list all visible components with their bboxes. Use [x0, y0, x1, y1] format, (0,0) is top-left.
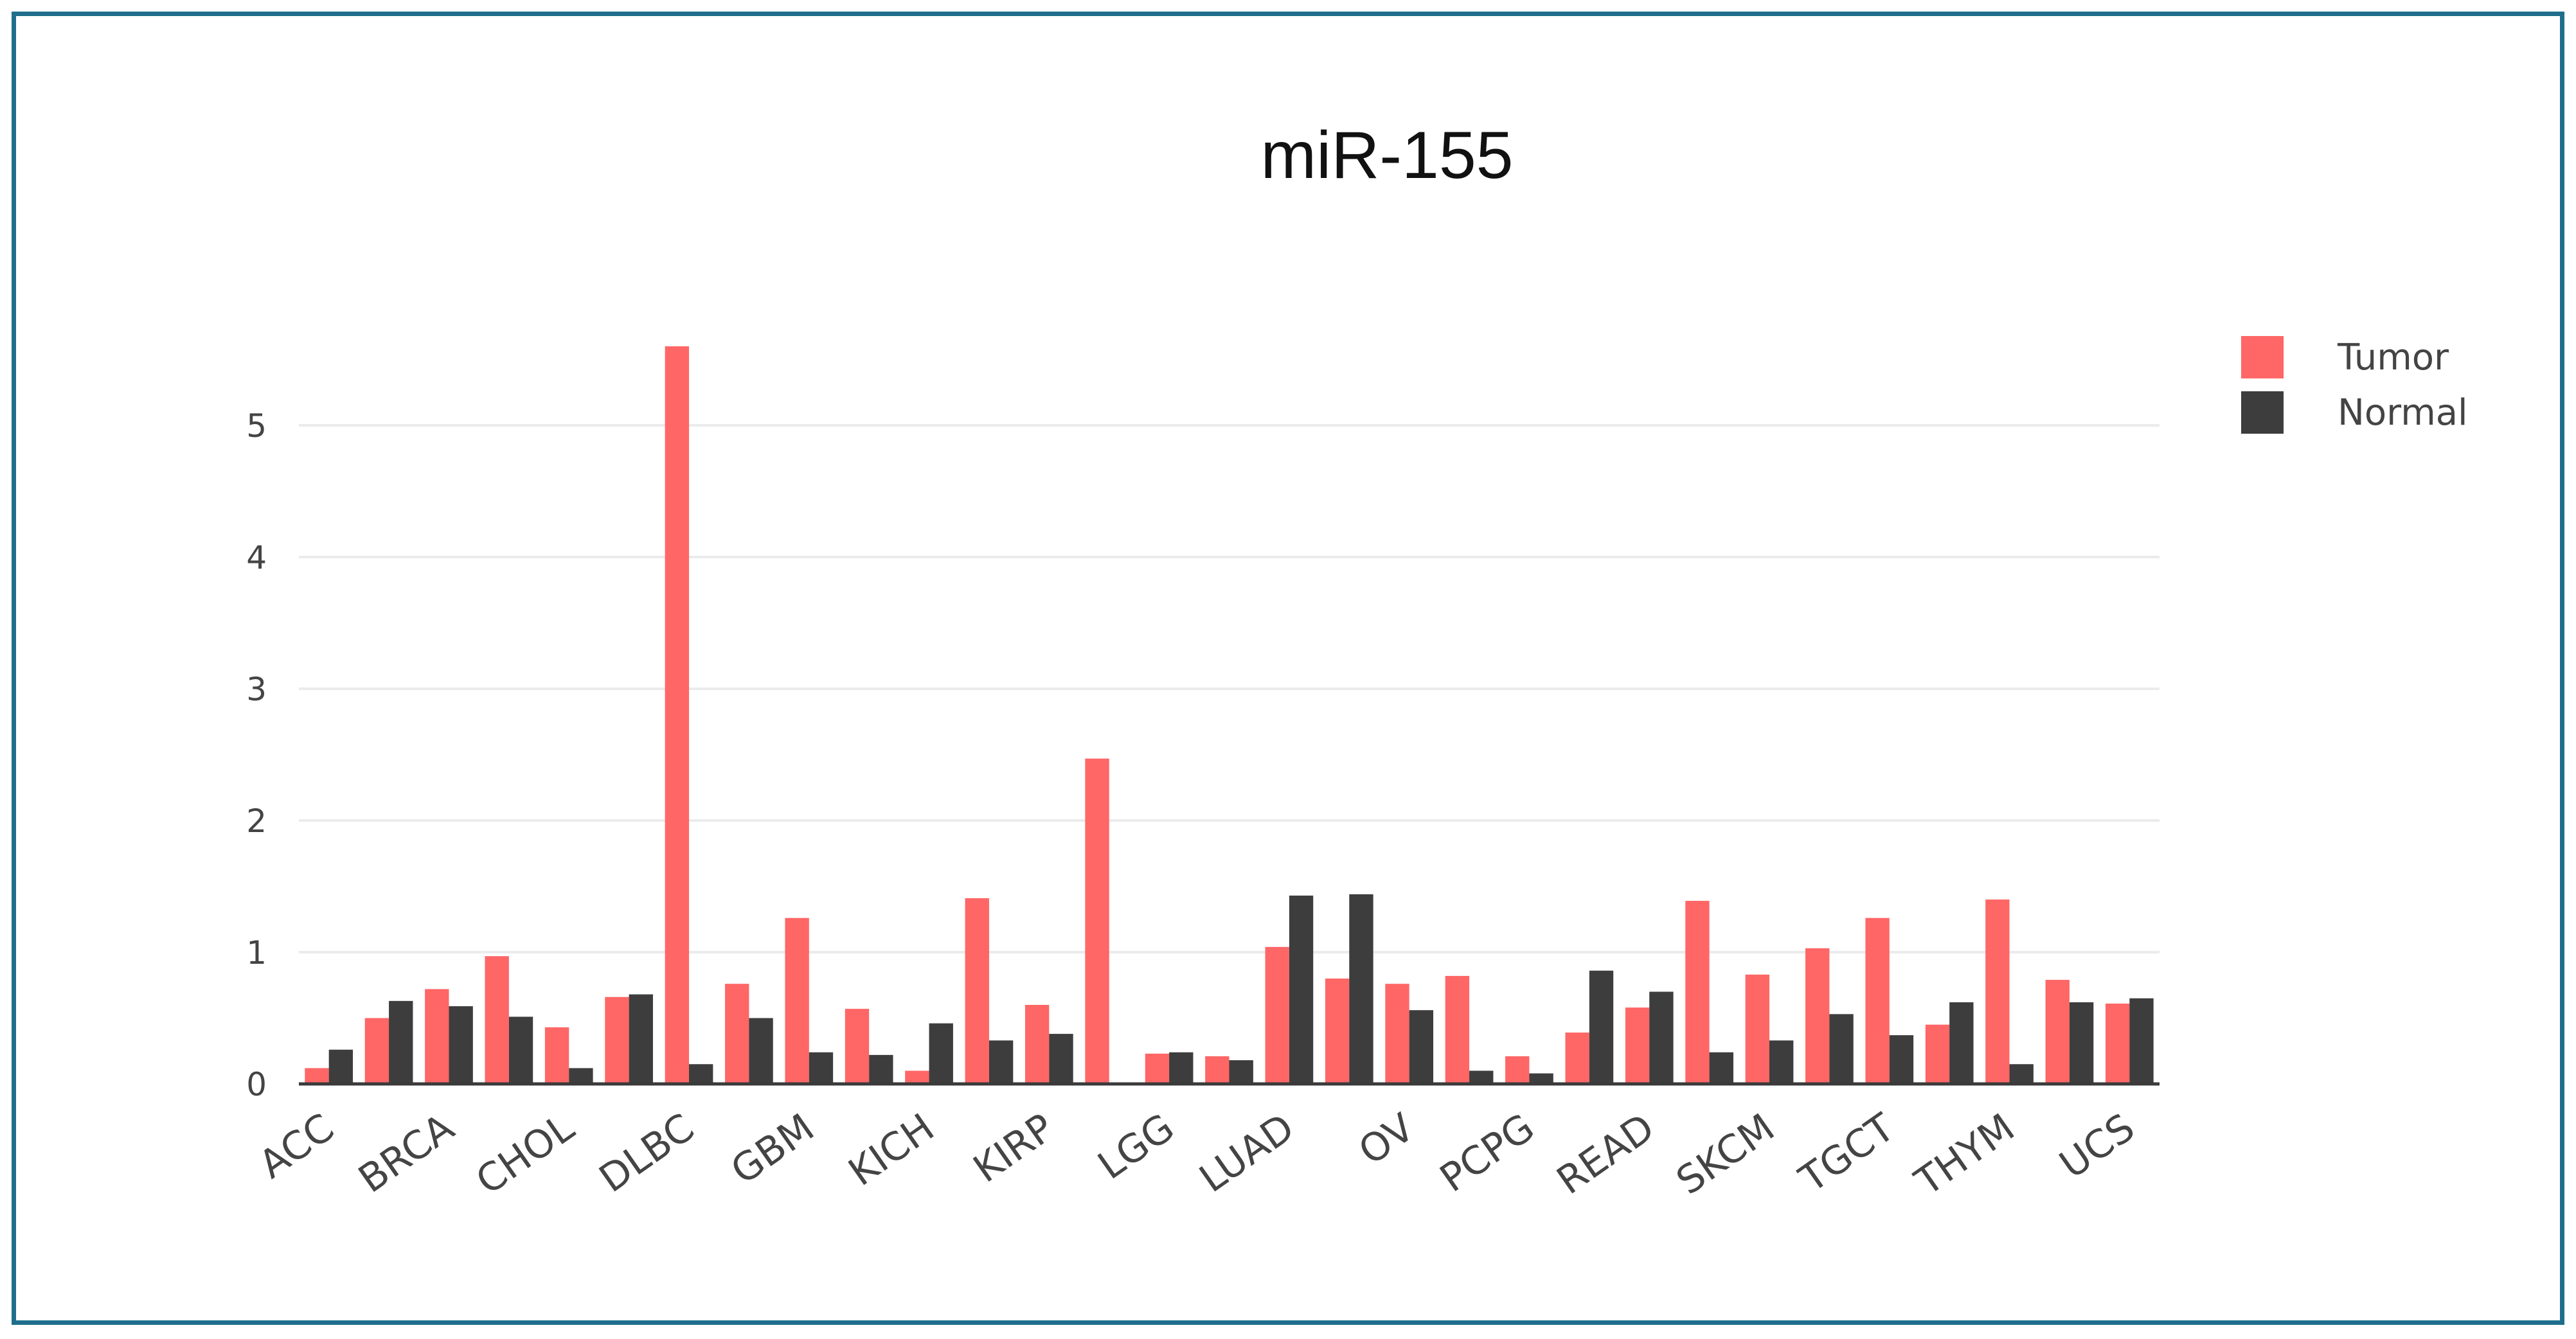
bar-normal-slot-27	[1949, 1002, 1974, 1084]
x-tick-label: LUAD	[1192, 1105, 1303, 1202]
bar-tumor-slot-23	[1685, 901, 1710, 1084]
x-tick-label: UCS	[2052, 1105, 2143, 1187]
bar-tumor-slot-19	[1445, 975, 1470, 1084]
bar-tumor-slot-13	[1085, 758, 1109, 1084]
y-tick-label: 2	[246, 803, 267, 840]
bar-normal-slot-3	[508, 1016, 533, 1084]
x-tick-label: OV	[1351, 1105, 1423, 1174]
y-tick-label: 3	[246, 671, 267, 708]
bar-tumor-luad	[1265, 946, 1289, 1084]
chart-frame: 0 1 2 3 4 5 ACC BRCA CHOL DLBC GBM KICH KIRP LGG LUAD O…	[12, 12, 2564, 1325]
bar-tumor-pcpg	[1505, 1056, 1530, 1084]
bar-normal-dlbc	[689, 1064, 713, 1084]
chart-title: miR-155	[1261, 118, 1514, 193]
bar-tumor-slot-15	[1205, 1056, 1230, 1084]
x-tick-label: THYM	[1907, 1105, 2023, 1205]
axis-layer: 0 1 2 3 4 5 ACC BRCA CHOL DLBC GBM KICH KIRP LGG LUAD O…	[246, 407, 2160, 1205]
bar-tumor-skcm	[1745, 974, 1769, 1084]
bar-normal-slot-5	[629, 994, 653, 1084]
bar-normal-kirp	[1049, 1034, 1073, 1084]
bar-normal-pcpg	[1529, 1073, 1553, 1084]
bar-tumor-gbm	[785, 918, 809, 1084]
bar-tumor-ov	[1385, 984, 1409, 1084]
bar-tumor-slot-1	[364, 1018, 389, 1084]
x-tick-label: BRCA	[351, 1105, 463, 1202]
bar-normal-slot-11	[988, 1040, 1014, 1084]
bar-tumor-kich	[905, 1070, 929, 1084]
bar-tumor-slot-11	[965, 898, 989, 1084]
bar-normal-thym	[2009, 1064, 2034, 1084]
bar-normal-slot-7	[749, 1018, 773, 1084]
x-tick-label: KICH	[841, 1105, 942, 1195]
bar-tumor-slot-29	[2045, 980, 2070, 1084]
bar-normal-slot-15	[1229, 1060, 1253, 1084]
legend-swatch-normal	[2241, 391, 2284, 434]
bar-tumor-thym	[1985, 900, 2010, 1084]
bar-normal-read	[1649, 991, 1674, 1084]
bar-tumor-chol	[544, 1027, 569, 1084]
y-tick-label: 1	[246, 934, 267, 971]
grid-layer	[299, 424, 2160, 953]
bar-tumor-brca	[425, 989, 449, 1084]
chart-svg: 0 1 2 3 4 5 ACC BRCA CHOL DLBC GBM KICH KIRP LGG LUAD O…	[246, 118, 2468, 1205]
bar-normal-chol	[569, 1068, 593, 1084]
bar-normal-lgg	[1169, 1052, 1194, 1084]
bar-tumor-tgct	[1865, 918, 1890, 1084]
bar-normal-tgct	[1889, 1035, 1914, 1084]
bar-tumor-kirp	[1024, 1005, 1050, 1084]
legend: Tumor Normal	[2241, 336, 2468, 434]
x-tick-label: TGCT	[1791, 1105, 1903, 1202]
x-tick-label: READ	[1549, 1105, 1663, 1203]
bar-normal-slot-17	[1349, 894, 1373, 1084]
bar-normal-kich	[929, 1023, 953, 1084]
x-tick-label: CHOL	[468, 1105, 582, 1204]
bar-normal-skcm	[1769, 1040, 1794, 1084]
bar-tumor-lgg	[1145, 1053, 1170, 1084]
bar-tumor-slot-7	[725, 984, 749, 1084]
bar-tumor-slot-3	[485, 956, 509, 1084]
bar-tumor-slot-25	[1805, 948, 1830, 1084]
x-tick-label: DLBC	[591, 1105, 702, 1202]
bar-tumor-slot-21	[1565, 1033, 1589, 1084]
bar-tumor-slot-27	[1925, 1024, 1950, 1084]
bar-tumor-slot-5	[605, 997, 629, 1084]
bars-layer	[305, 346, 2154, 1084]
x-tick-label: KIRP	[965, 1105, 1062, 1192]
legend-swatch-tumor	[2241, 336, 2284, 378]
bar-normal-slot-25	[1829, 1014, 1854, 1084]
y-tick-label: 0	[246, 1066, 267, 1103]
bar-normal-brca	[449, 1006, 473, 1084]
bar-normal-luad	[1289, 895, 1314, 1084]
bar-normal-slot-23	[1709, 1052, 1733, 1084]
legend-label-tumor: Tumor	[2337, 337, 2449, 378]
bar-tumor-read	[1625, 1007, 1650, 1084]
x-tick-label: GBM	[723, 1105, 822, 1193]
bar-tumor-dlbc	[665, 346, 690, 1084]
bar-tumor-ucs	[2105, 1003, 2130, 1084]
x-tick-label: LGG	[1090, 1105, 1183, 1189]
legend-label-normal: Normal	[2338, 392, 2468, 434]
bar-normal-acc	[328, 1049, 353, 1084]
bar-tumor-slot-9	[845, 1009, 870, 1084]
bar-normal-slot-9	[869, 1054, 893, 1084]
y-tick-label: 4	[246, 539, 267, 576]
x-tick-label: PCPG	[1432, 1105, 1543, 1202]
y-tick-label: 5	[246, 407, 267, 445]
bar-normal-ucs	[2129, 998, 2154, 1084]
bar-normal-slot-19	[1469, 1070, 1494, 1084]
bar-normal-slot-29	[2069, 1002, 2094, 1084]
bar-normal-slot-21	[1589, 970, 1614, 1084]
x-tick-label: SKCM	[1668, 1105, 1783, 1204]
bar-normal-slot-1	[389, 1000, 413, 1084]
bar-normal-gbm	[809, 1052, 834, 1084]
x-tick-label: ACC	[251, 1105, 343, 1187]
bar-tumor-slot-17	[1325, 979, 1350, 1084]
bar-normal-ov	[1409, 1010, 1434, 1084]
bar-tumor-acc	[305, 1068, 329, 1084]
